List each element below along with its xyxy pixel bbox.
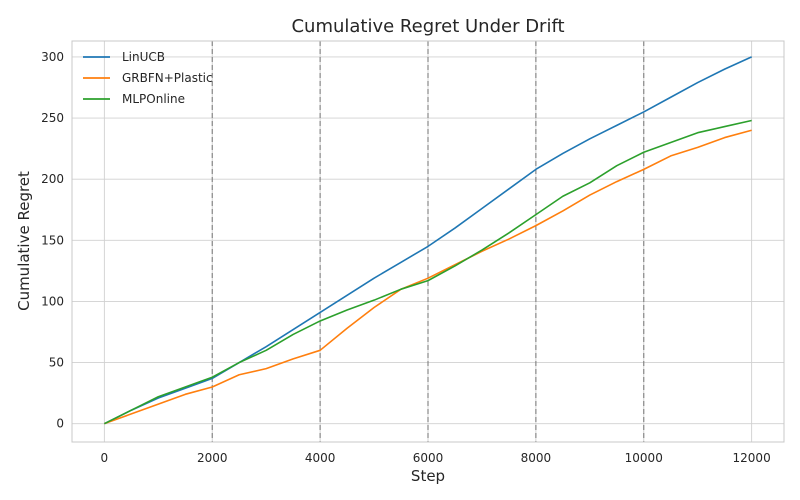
chart-title: Cumulative Regret Under Drift (291, 16, 564, 37)
x-tick-label: 0 (101, 451, 109, 465)
plot-frame (71, 40, 785, 443)
legend-label-linucb: LinUCB (122, 50, 165, 64)
series-lines (104, 56, 752, 425)
series-line-mlponline (104, 119, 752, 425)
y-tick-label: 200 (41, 172, 64, 186)
series-line-linucb (104, 56, 752, 425)
legend-label-mlponline: MLPOnline (122, 92, 185, 106)
drift-markers (211, 41, 645, 442)
y-tick-label: 250 (41, 111, 64, 125)
tick-labels: 0 2000 4000 6000 8000 10000 12000 0 50 100 150 200 2… (41, 50, 771, 465)
y-tick-label: 0 (56, 417, 64, 431)
x-tick-label: 6000 (413, 451, 444, 465)
y-tick-label: 100 (41, 294, 64, 308)
x-tick-label: 2000 (197, 451, 228, 465)
legend-label-grbfn-plastic: GRBFN+Plastic (122, 71, 213, 85)
x-tick-label: 4000 (305, 451, 336, 465)
x-tick-label: 10000 (625, 451, 663, 465)
y-tick-label: 150 (41, 233, 64, 247)
y-tick-label: 50 (49, 356, 64, 370)
y-tick-label: 300 (41, 50, 64, 64)
y-axis-label: Cumulative Regret (15, 171, 33, 311)
legend: LinUCB GRBFN+Plastic MLPOnline (83, 50, 213, 106)
x-axis-label: Step (411, 467, 445, 485)
x-tick-label: 12000 (733, 451, 771, 465)
x-tick-label: 8000 (521, 451, 552, 465)
series-line-grbfn-plastic (104, 129, 752, 425)
